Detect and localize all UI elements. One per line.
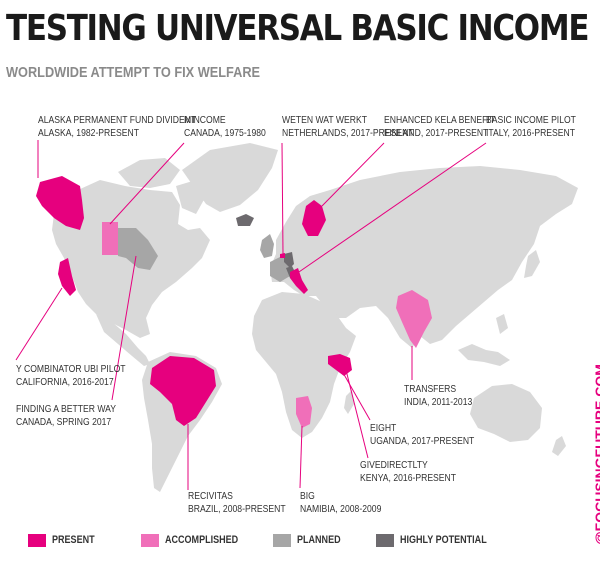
- leader-better-way: [111, 255, 137, 401]
- california-region: [58, 258, 76, 296]
- program-name: GIVEDIRECTLTY: [360, 459, 428, 471]
- legend-label: ACCOMPLISHED: [165, 534, 239, 546]
- program-detail: CANADA, 1975-1980: [184, 127, 266, 139]
- australia-shape: [470, 384, 542, 442]
- leader-finland: [321, 142, 385, 207]
- program-name: FINDING A BETTER WAY: [16, 403, 116, 415]
- legend-label: PRESENT: [52, 534, 95, 546]
- label-italy: BASIC INCOME PILOT ITALY, 2016-PRESENT: [486, 114, 576, 140]
- legend-label: PLANNED: [297, 534, 341, 546]
- program-detail: NETHERLANDS, 2017-PRESENT: [282, 127, 414, 139]
- program-detail: NAMIBIA, 2008-2009: [300, 503, 382, 515]
- legend-swatch: [141, 534, 159, 547]
- eurasia-shape: [270, 166, 578, 348]
- program-detail: CALIFORNIA, 2016-2017: [16, 376, 114, 388]
- label-givedirectly: GIVEDIRECTLTY KENYA, 2016-PRESENT: [360, 459, 456, 485]
- label-better-way: FINDING A BETTER WAY CANADA, SPRING 2017: [16, 403, 116, 429]
- netherlands-region: [280, 253, 285, 258]
- program-detail: KENYA, 2016-PRESENT: [360, 472, 457, 484]
- japan-shape: [524, 250, 540, 278]
- program-detail: CANADA, SPRING 2017: [16, 416, 112, 428]
- label-mincome: MINCOME CANADA, 1975-1980: [184, 114, 266, 140]
- program-name: TRANSFERS: [404, 383, 457, 395]
- program-name: RECIVITAS: [188, 490, 233, 502]
- baffin-island-shape: [176, 180, 206, 214]
- program-name: ENHANCED KELA BENEFIT: [384, 114, 496, 126]
- legend-label: HIGHLY POTENTIAL: [400, 534, 487, 546]
- program-name: Y COMBINATOR UBI PILOT: [16, 363, 126, 375]
- greenland-shape: [182, 143, 278, 212]
- program-detail: ALASKA, 1982-PRESENT: [38, 127, 139, 139]
- program-detail: INDIA, 2011-2013: [404, 396, 473, 408]
- label-california: Y COMBINATOR UBI PILOT CALIFORNIA, 2016-…: [16, 363, 126, 389]
- madagascar-shape: [344, 390, 354, 414]
- canada-ontario-region: [118, 228, 158, 270]
- leader-california: [15, 287, 63, 361]
- program-detail: FINLAND, 2017-PRESENT: [384, 127, 489, 139]
- legend-swatch: [28, 534, 46, 547]
- southeast-asia-shape: [458, 344, 510, 366]
- namibia-region: [296, 396, 312, 428]
- legend-swatch: [273, 534, 291, 547]
- italy-region: [290, 268, 308, 294]
- page-title: TESTING UNIVERSAL BASIC INCOME: [6, 8, 589, 49]
- leader-netherlands: [281, 142, 284, 255]
- program-detail: BRAZIL, 2008-PRESENT: [188, 503, 286, 515]
- program-name: MINCOME: [184, 114, 226, 126]
- iceland-shape: [236, 214, 254, 226]
- program-name: ALASKA PERMANENT FUND DIVIDENT: [38, 114, 197, 126]
- label-netherlands: WETEN WAT WERKT NETHERLANDS, 2017-PRESEN…: [282, 114, 414, 140]
- canada-manitoba-region: [102, 222, 118, 255]
- label-finland: ENHANCED KELA BENEFIT FINLAND, 2017-PRES…: [384, 114, 495, 140]
- arctic-islands-shape: [118, 158, 180, 188]
- page-subtitle: WORLDWIDE ATTEMPT TO FIX WELFARE: [6, 64, 261, 81]
- program-detail: ITALY, 2016-PRESENT: [486, 127, 576, 139]
- label-big: BIG NAMIBIA, 2008-2009: [300, 490, 381, 516]
- brazil-region: [150, 356, 216, 426]
- site-credit: @FOCUSINGFUTURE.COM: [592, 364, 600, 545]
- new-zealand-shape: [552, 436, 566, 456]
- leader-italy: [295, 142, 487, 275]
- germany-region: [284, 252, 294, 268]
- program-detail: UGANDA, 2017-PRESENT: [370, 435, 475, 447]
- leader-givedirectly: [345, 369, 369, 459]
- alaska-region: [36, 176, 84, 230]
- central-america-shape: [96, 314, 150, 366]
- program-name: BASIC INCOME PILOT: [486, 114, 576, 126]
- legend-swatch: [376, 534, 394, 547]
- label-transfers: TRANSFERS INDIA, 2011-2013: [404, 383, 472, 409]
- program-name: EIGHT: [370, 422, 397, 434]
- philippines-shape: [496, 314, 508, 334]
- india-region: [396, 290, 432, 348]
- leader-lines: [15, 140, 487, 490]
- leader-mincome: [109, 142, 185, 225]
- leader-eight: [337, 363, 371, 421]
- leader-big: [299, 425, 303, 489]
- finland-region: [302, 200, 326, 236]
- label-eight: EIGHT UGANDA, 2017-PRESENT: [370, 422, 474, 448]
- africa-shape: [252, 292, 356, 438]
- uk-shape: [260, 234, 274, 258]
- program-name: BIG: [300, 490, 315, 502]
- land-masses: [52, 143, 578, 492]
- label-alaska: ALASKA PERMANENT FUND DIVIDENT ALASKA, 1…: [38, 114, 196, 140]
- label-recivitas: RECIVITAS BRAZIL, 2008-PRESENT: [188, 490, 286, 516]
- program-name: WETEN WAT WERKT: [282, 114, 367, 126]
